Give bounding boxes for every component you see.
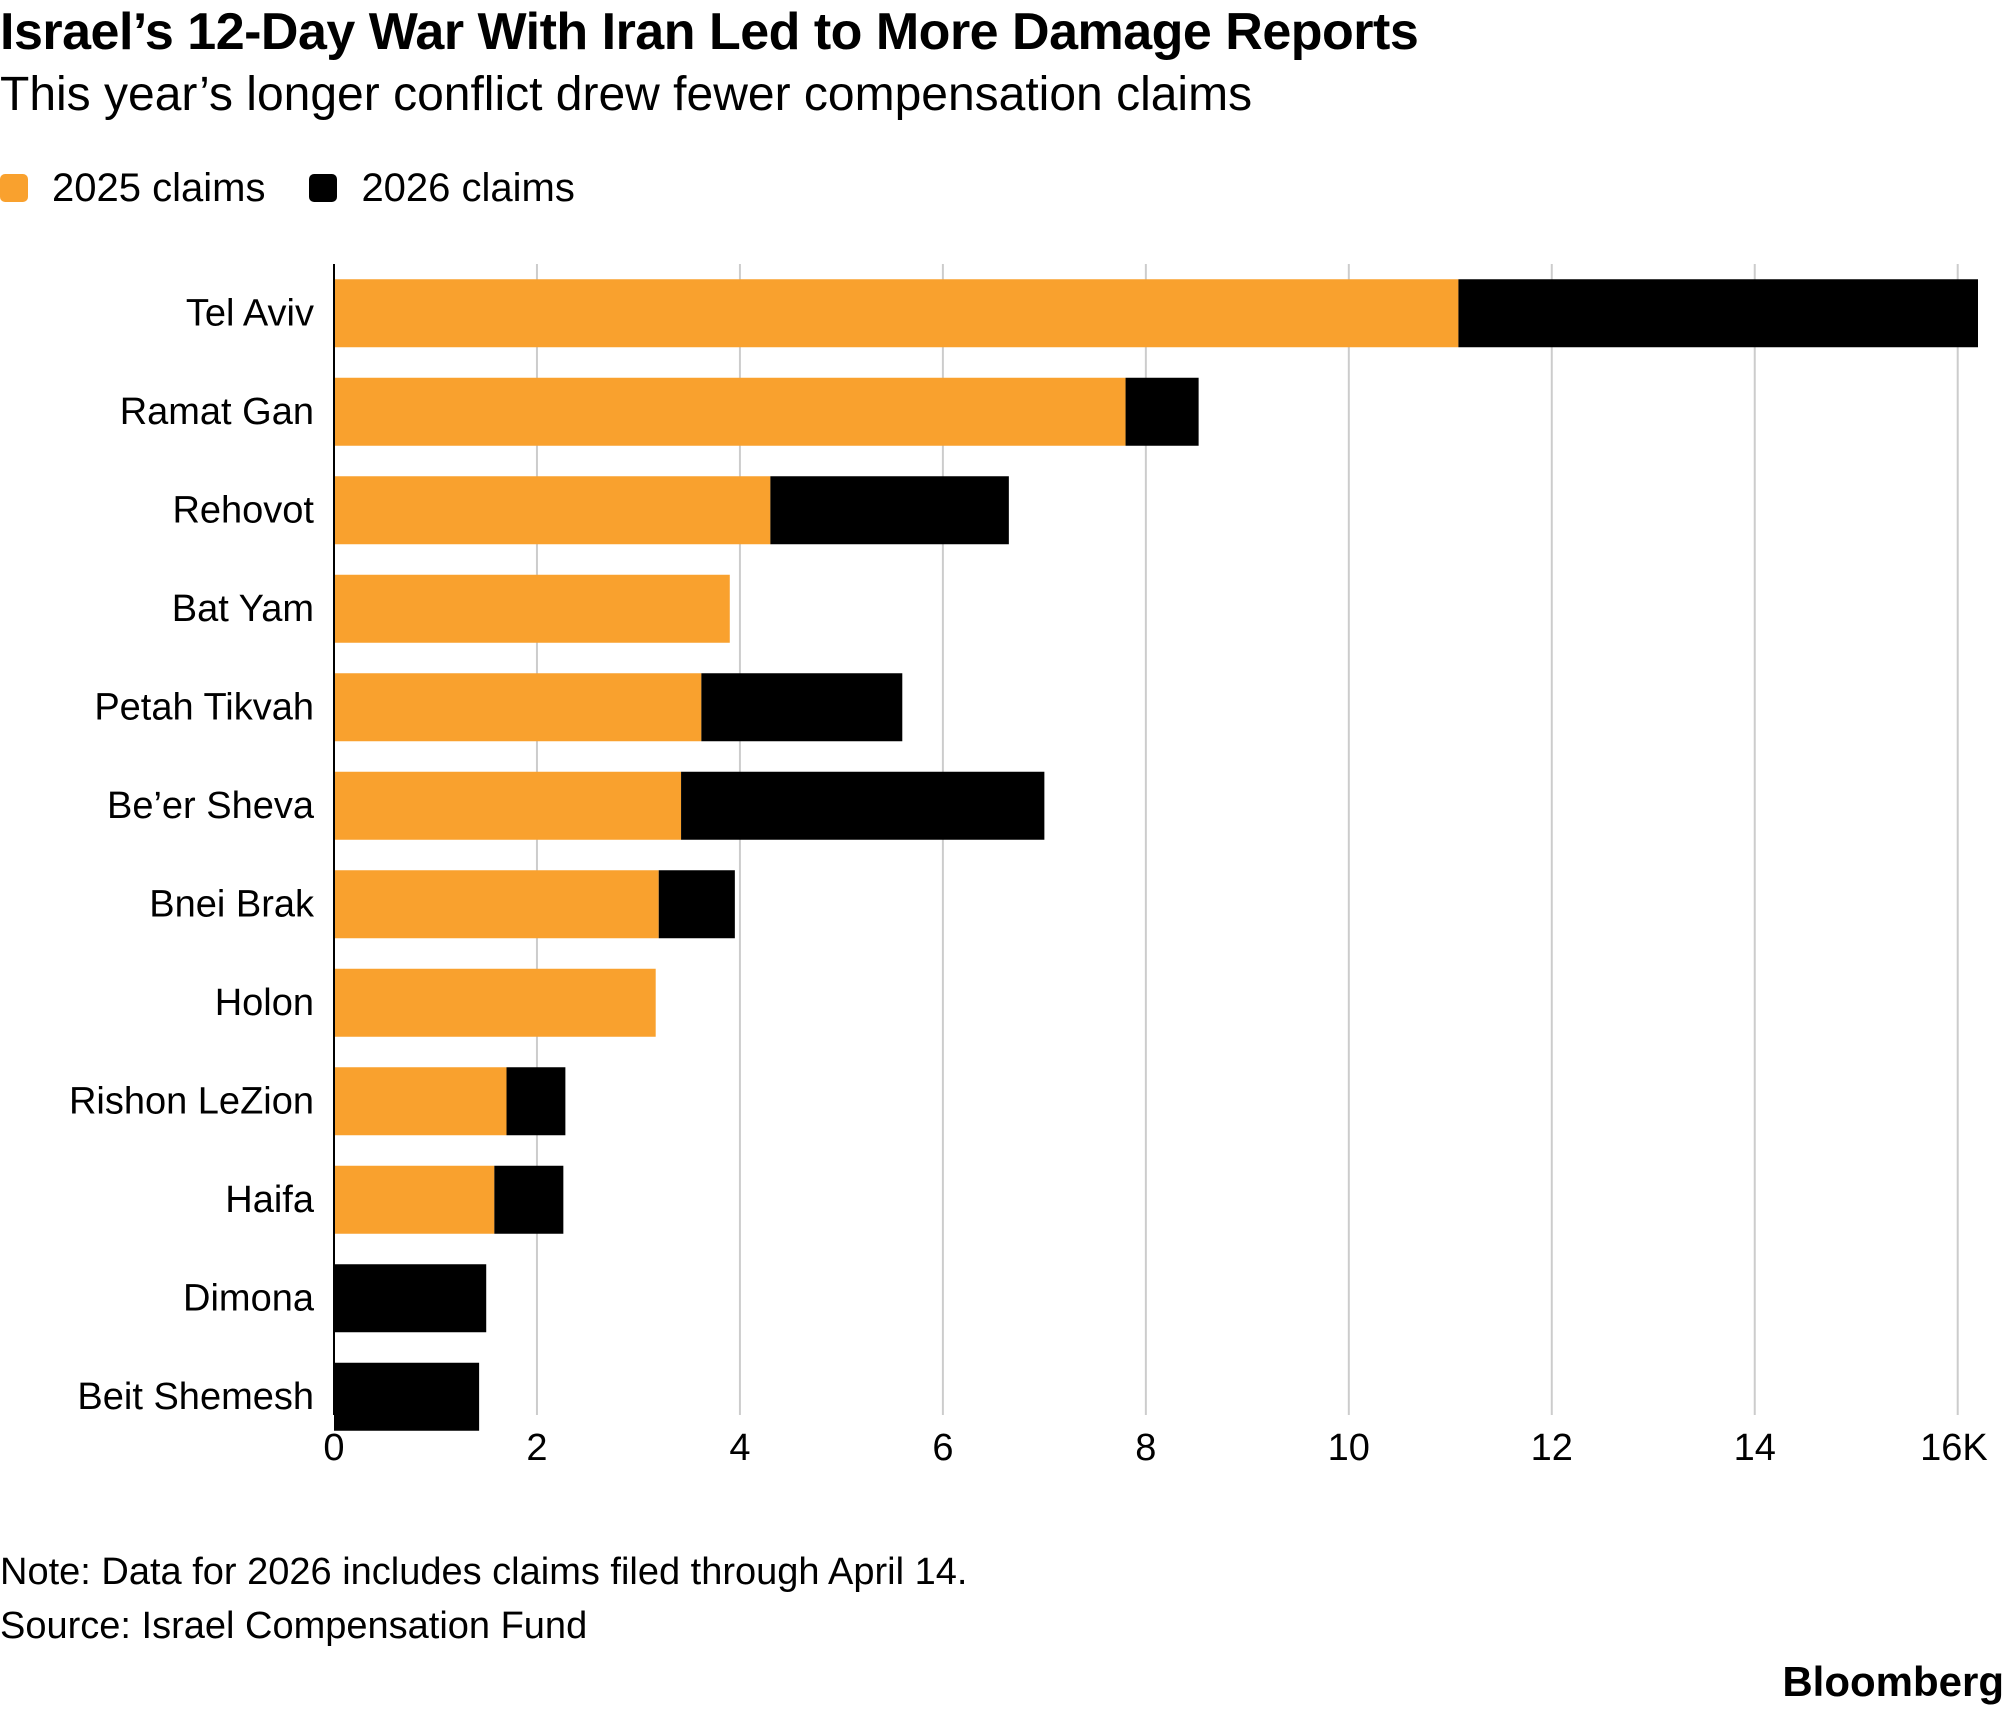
x-tick-label: 0 <box>323 1427 344 1469</box>
x-tick-label: 12 <box>1531 1427 1573 1469</box>
chart-source: Source: Israel Compensation Fund <box>0 1605 588 1647</box>
legend-swatch-2025 <box>0 174 28 202</box>
bar-tel-aviv-2025 <box>334 279 1459 348</box>
x-tick-label: 10 <box>1328 1427 1370 1469</box>
bar-be-er-sheva-2025 <box>334 771 682 840</box>
category-label: Ramat Gan <box>120 391 314 433</box>
bar-haifa-2025 <box>334 1165 495 1234</box>
category-label: Rishon LeZion <box>69 1080 314 1122</box>
category-label: Rehovot <box>172 489 314 531</box>
bar-beit-shemesh-2026 <box>334 1362 480 1431</box>
category-label: Haifa <box>225 1179 315 1221</box>
bar-dimona-2026 <box>334 1264 487 1333</box>
bar-petah-tikvah-2025 <box>334 673 702 742</box>
legend-swatch-2026 <box>309 174 338 202</box>
x-tick-label: 14 <box>1734 1427 1776 1469</box>
bar-rehovot-2026 <box>770 476 1009 545</box>
bar-rishon-lezion-2026 <box>506 1067 566 1136</box>
x-tick-label: 8 <box>1135 1427 1156 1469</box>
legend-label-2026: 2026 claims <box>361 165 575 210</box>
bar-chart: Tel Aviv Ramat Gan Rehovot Bat Yam Petah Tik… <box>69 264 1988 1469</box>
legend-item-2025: 2025 claims <box>0 166 265 211</box>
x-tick-label: 2 <box>526 1427 547 1469</box>
bar-bat-yam-2025 <box>334 574 730 643</box>
x-tick-label: 6 <box>932 1427 953 1469</box>
bar-tel-aviv-2026 <box>1458 279 1978 348</box>
x-tick-label: 4 <box>729 1427 750 1469</box>
bar-haifa-2026 <box>494 1165 564 1234</box>
chart-legend: 2025 claims 2026 claims <box>0 160 619 216</box>
legend-item-2026: 2026 claims <box>309 165 575 211</box>
category-label: Holon <box>215 982 314 1024</box>
category-label: Dimona <box>183 1277 315 1319</box>
chart-note: Note: Data for 2026 includes claims file… <box>0 1551 968 1593</box>
bar-petah-tikvah-2026 <box>701 673 903 742</box>
bloomberg-logo: Bloomberg <box>1782 1658 2004 1705</box>
bar-ramat-gan-2026 <box>1125 377 1199 446</box>
x-tick-label: 16K <box>1920 1427 1988 1469</box>
category-label: Beit Shemesh <box>77 1376 314 1418</box>
category-label: Bnei Brak <box>149 883 315 925</box>
bar-holon-2025 <box>334 968 656 1037</box>
bar-ramat-gan-2025 <box>334 377 1126 446</box>
bar-rishon-lezion-2025 <box>334 1067 507 1136</box>
chart-title: Israel’s 12-Day War With Iran Led to Mor… <box>0 3 1419 61</box>
bar-rehovot-2025 <box>334 476 771 545</box>
bar-bnei-brak-2026 <box>658 870 735 939</box>
bar-be-er-sheva-2026 <box>681 771 1045 840</box>
legend-label-2025: 2025 claims <box>52 165 266 210</box>
category-label: Tel Aviv <box>186 292 314 334</box>
chart-subtitle: This year’s longer conflict drew fewer c… <box>0 68 1253 121</box>
category-label: Bat Yam <box>172 588 314 630</box>
category-label: Be’er Sheva <box>107 785 315 827</box>
bar-bnei-brak-2025 <box>334 870 659 939</box>
category-label: Petah Tikvah <box>94 686 314 728</box>
